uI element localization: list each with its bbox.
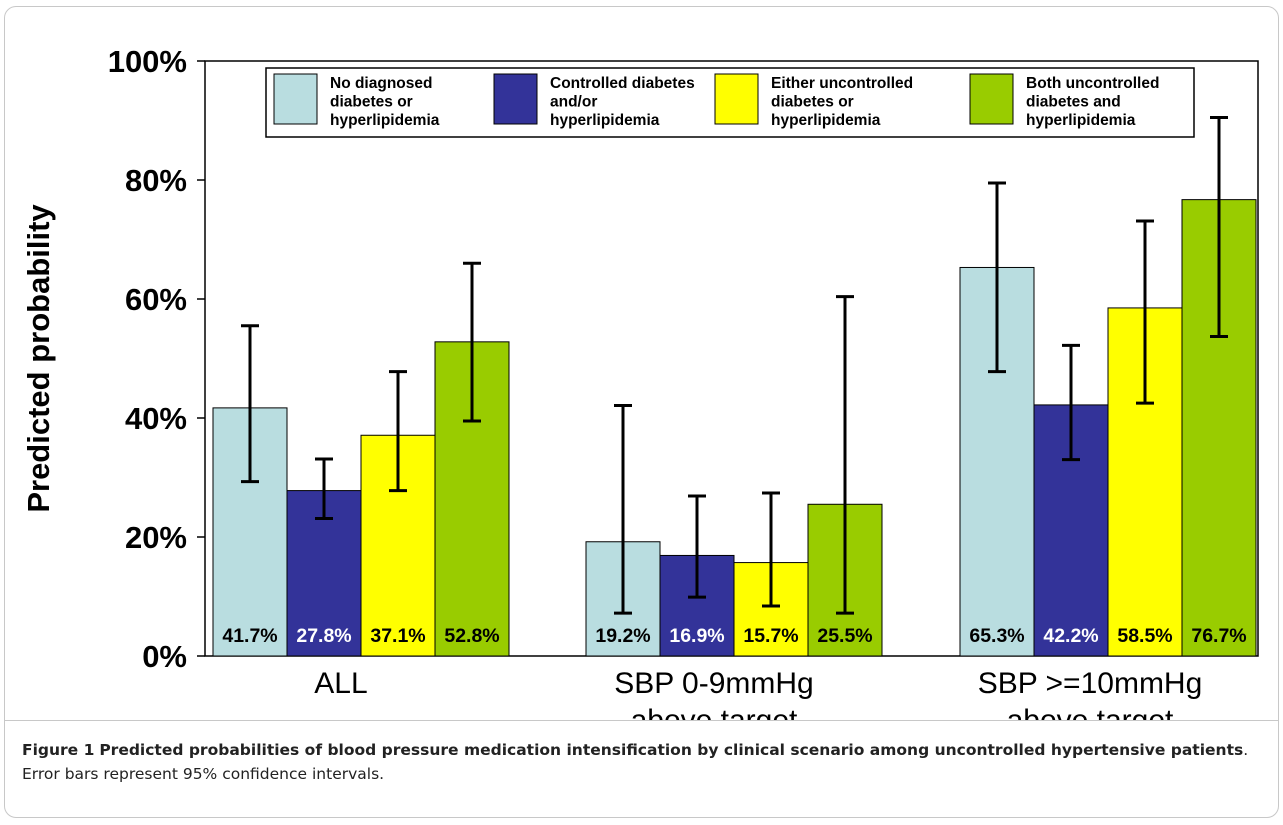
bar-chart: 0% 20% 40% 60% 80% 100% Predicted probability 4… — [21, 44, 1259, 720]
legend-label: hyperlipidemia — [330, 112, 440, 129]
figure-caption: Figure 1 Predicted probabilities of bloo… — [22, 738, 1257, 786]
legend-swatch — [714, 73, 759, 125]
y-tick-label: 40% — [125, 401, 187, 436]
bar-value-label: 25.5% — [817, 625, 872, 647]
legend-label: Both uncontrolled — [1026, 75, 1159, 92]
bar-value-label: 65.3% — [969, 625, 1024, 647]
bar-value-label: 42.2% — [1043, 625, 1098, 647]
legend-label: Controlled diabetes — [550, 75, 695, 92]
legend-label: diabetes or — [771, 94, 854, 111]
bar-value-label: 58.5% — [1117, 625, 1172, 647]
caption-label: Figure 1 — [22, 741, 95, 759]
bar-value-label: 76.7% — [1191, 625, 1246, 647]
x-category-label: above target — [1007, 704, 1174, 720]
x-category-label: SBP >=10mmHg — [978, 667, 1203, 700]
legend-label: Either uncontrolled — [771, 75, 913, 92]
bar-value-label: 19.2% — [595, 625, 650, 647]
legend-label: diabetes or — [330, 94, 413, 111]
legend-swatch — [493, 73, 538, 125]
y-tick-label: 0% — [142, 639, 187, 674]
x-category-label: SBP 0-9mmHg — [614, 667, 814, 700]
legend-swatch — [969, 73, 1014, 125]
legend-label: diabetes and — [1026, 94, 1121, 111]
caption-separator — [5, 720, 1278, 721]
y-axis-label: Predicted probability — [21, 204, 56, 513]
legend-label: No diagnosed — [330, 75, 432, 92]
bar-value-label: 27.8% — [296, 625, 351, 647]
legend-label: and/or — [550, 94, 597, 111]
bar-value-label: 41.7% — [222, 625, 277, 647]
legend-label: hyperlipidemia — [771, 112, 881, 129]
y-tick-label: 100% — [108, 44, 187, 79]
y-tick-label: 60% — [125, 282, 187, 317]
legend-swatch — [273, 73, 318, 125]
bar-value-label: 16.9% — [669, 625, 724, 647]
bar-value-label: 37.1% — [370, 625, 425, 647]
y-tick-label: 80% — [125, 163, 187, 198]
legend-label: hyperlipidemia — [1026, 112, 1136, 129]
bar-value-label: 15.7% — [743, 625, 798, 647]
legend-label: hyperlipidemia — [550, 112, 660, 129]
bar-value-label: 52.8% — [444, 625, 499, 647]
caption-title: Predicted probabilities of blood pressur… — [99, 741, 1244, 759]
y-tick-label: 20% — [125, 520, 187, 555]
caption-text: . Error bars represent 95% confidence in… — [22, 741, 1249, 783]
x-category-label: above target — [631, 704, 798, 720]
x-category-label: ALL — [314, 667, 367, 700]
